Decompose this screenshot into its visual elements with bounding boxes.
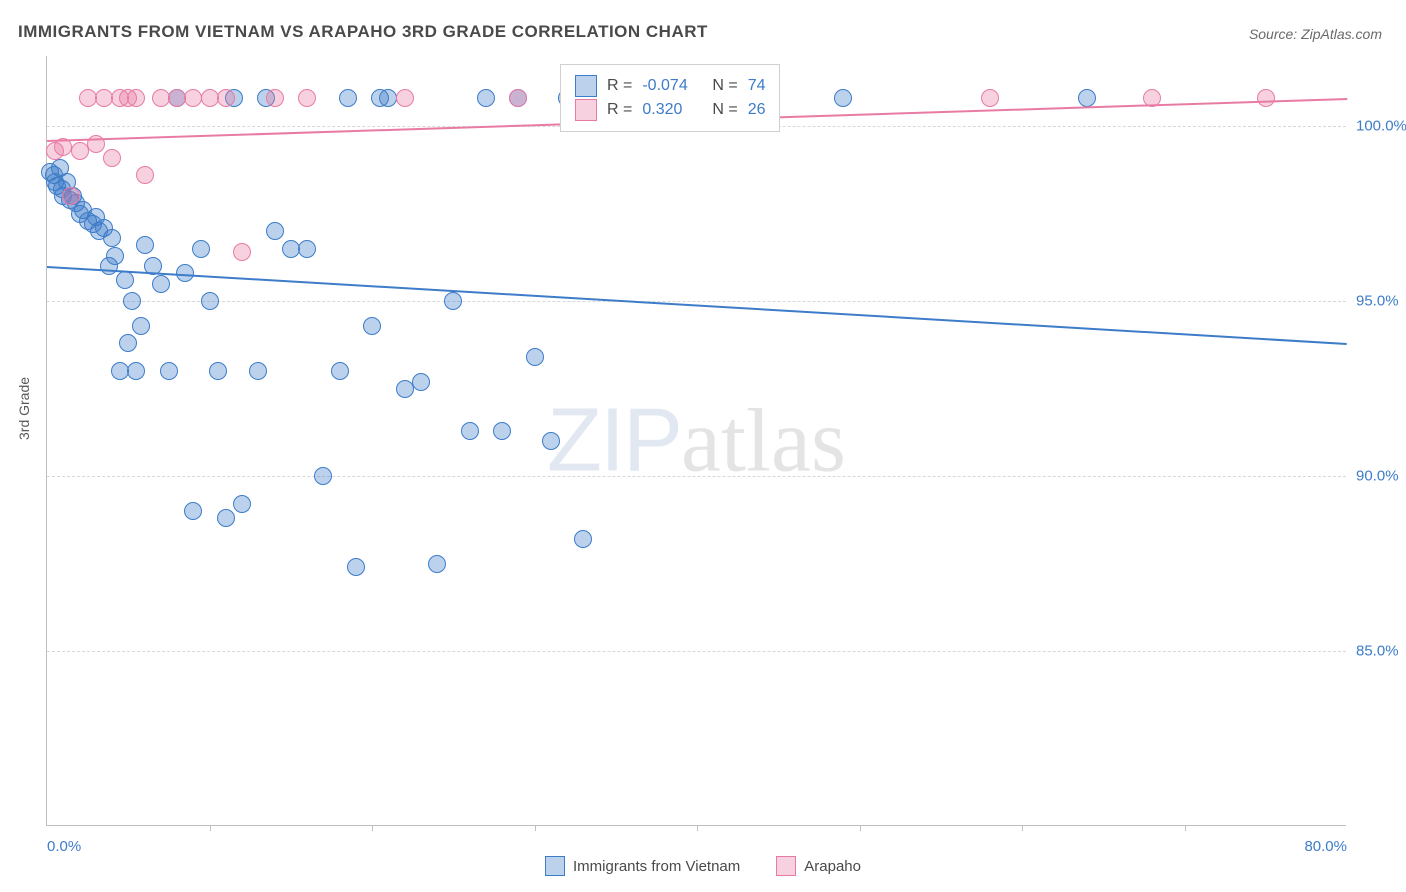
scatter-marker	[509, 89, 527, 107]
scatter-marker	[266, 89, 284, 107]
legend-series-label: Immigrants from Vietnam	[573, 858, 740, 875]
scatter-marker	[192, 240, 210, 258]
scatter-marker	[834, 89, 852, 107]
gridline-h	[47, 301, 1346, 302]
scatter-marker	[217, 89, 235, 107]
scatter-marker	[87, 135, 105, 153]
scatter-marker	[209, 362, 227, 380]
scatter-marker	[127, 89, 145, 107]
scatter-marker	[233, 495, 251, 513]
scatter-marker	[461, 422, 479, 440]
scatter-marker	[542, 432, 560, 450]
legend-swatch	[776, 856, 796, 876]
scatter-marker	[233, 243, 251, 261]
source-attribution: Source: ZipAtlas.com	[1249, 26, 1382, 42]
x-tick-mark	[372, 825, 373, 831]
scatter-marker	[981, 89, 999, 107]
x-tick-mark	[1185, 825, 1186, 831]
scatter-marker	[412, 373, 430, 391]
scatter-marker	[249, 362, 267, 380]
scatter-marker	[396, 89, 414, 107]
scatter-marker	[314, 467, 332, 485]
gridline-h	[47, 651, 1346, 652]
scatter-marker	[331, 362, 349, 380]
y-tick-label: 95.0%	[1356, 293, 1406, 310]
scatter-marker	[347, 558, 365, 576]
x-tick-mark	[1022, 825, 1023, 831]
legend-n-label: N =	[712, 77, 737, 95]
x-tick-mark	[535, 825, 536, 831]
scatter-marker	[444, 292, 462, 310]
watermark-part-1: ZIP	[547, 390, 681, 490]
scatter-marker	[363, 317, 381, 335]
legend-r-value: 0.320	[642, 101, 702, 119]
scatter-marker	[103, 229, 121, 247]
scatter-marker	[574, 530, 592, 548]
legend-n-value: 74	[748, 77, 766, 95]
legend-row: R = -0.074 N = 74	[575, 75, 765, 97]
x-tick-label: 0.0%	[47, 838, 81, 855]
scatter-marker	[201, 292, 219, 310]
y-tick-label: 85.0%	[1356, 643, 1406, 660]
scatter-marker	[127, 362, 145, 380]
scatter-marker	[136, 166, 154, 184]
legend-r-label: R =	[607, 77, 632, 95]
legend-swatch	[575, 75, 597, 97]
y-tick-label: 100.0%	[1356, 118, 1406, 135]
x-tick-mark	[860, 825, 861, 831]
trend-line	[47, 266, 1347, 345]
scatter-marker	[119, 334, 137, 352]
scatter-marker	[132, 317, 150, 335]
y-tick-label: 90.0%	[1356, 468, 1406, 485]
correlation-legend: R = -0.074 N = 74 R = 0.320 N = 26	[560, 64, 780, 132]
scatter-marker	[298, 240, 316, 258]
plot-area: ZIPatlas 85.0%90.0%95.0%100.0%0.0%80.0%	[46, 56, 1346, 826]
scatter-marker	[136, 236, 154, 254]
legend-series-label: Arapaho	[804, 858, 861, 875]
scatter-marker	[493, 422, 511, 440]
bottom-legend-item: Arapaho	[776, 856, 861, 876]
scatter-marker	[266, 222, 284, 240]
legend-n-value: 26	[748, 101, 766, 119]
scatter-marker	[1078, 89, 1096, 107]
scatter-marker	[184, 502, 202, 520]
bottom-legend-item: Immigrants from Vietnam	[545, 856, 740, 876]
scatter-marker	[160, 362, 178, 380]
scatter-marker	[62, 187, 80, 205]
scatter-marker	[428, 555, 446, 573]
legend-r-value: -0.074	[642, 77, 702, 95]
scatter-marker	[217, 509, 235, 527]
chart-title: IMMIGRANTS FROM VIETNAM VS ARAPAHO 3RD G…	[18, 22, 708, 42]
scatter-marker	[298, 89, 316, 107]
legend-row: R = 0.320 N = 26	[575, 99, 765, 121]
series-legend: Immigrants from Vietnam Arapaho	[545, 856, 861, 876]
legend-n-label: N =	[712, 101, 737, 119]
scatter-marker	[526, 348, 544, 366]
scatter-marker	[152, 275, 170, 293]
legend-r-label: R =	[607, 101, 632, 119]
x-tick-mark	[210, 825, 211, 831]
scatter-marker	[477, 89, 495, 107]
scatter-marker	[123, 292, 141, 310]
scatter-marker	[103, 149, 121, 167]
scatter-marker	[116, 271, 134, 289]
scatter-marker	[106, 247, 124, 265]
x-tick-label: 80.0%	[1304, 838, 1347, 855]
legend-swatch	[575, 99, 597, 121]
scatter-marker	[1257, 89, 1275, 107]
scatter-marker	[339, 89, 357, 107]
legend-swatch	[545, 856, 565, 876]
y-axis-label: 3rd Grade	[16, 377, 32, 440]
x-tick-mark	[697, 825, 698, 831]
gridline-h	[47, 476, 1346, 477]
